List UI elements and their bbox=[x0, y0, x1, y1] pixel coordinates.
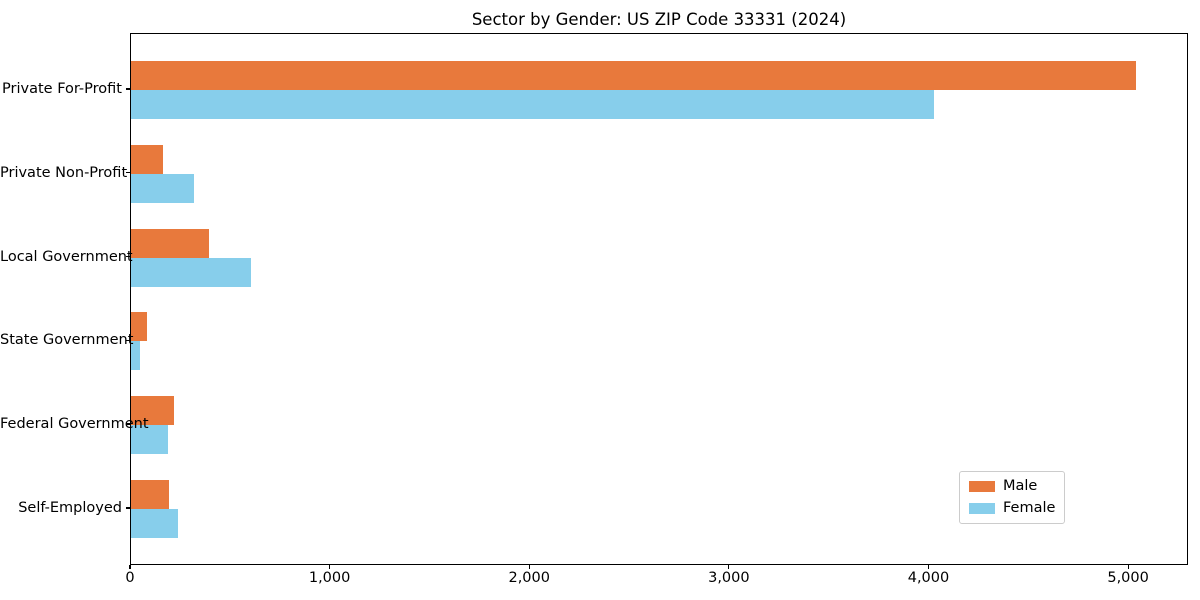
x-tick-label-5-000: 5,000 bbox=[1107, 570, 1149, 586]
legend: Male Female bbox=[959, 471, 1066, 524]
y-tick-label-private-for-profit: Private For-Profit bbox=[2, 81, 122, 97]
bar-male-private-for-profit bbox=[131, 61, 1137, 90]
bar-female-private-non-profit bbox=[131, 173, 194, 203]
legend-swatch-male bbox=[969, 481, 995, 492]
x-tick-mark bbox=[329, 565, 331, 569]
x-tick-label-4-000: 4,000 bbox=[907, 570, 950, 586]
x-tick-mark bbox=[1127, 565, 1129, 569]
y-tick-mark bbox=[126, 88, 130, 90]
y-tick-mark bbox=[126, 423, 130, 425]
legend-item-female: Female bbox=[969, 501, 1055, 516]
x-tick-label-0: 0 bbox=[125, 570, 135, 586]
bar-male-self-employed bbox=[131, 480, 169, 509]
bar-female-self-employed bbox=[131, 509, 178, 538]
y-tick-label-state-government: State Government bbox=[0, 332, 134, 349]
bar-female-private-for-profit bbox=[131, 90, 934, 119]
bar-male-state-government bbox=[131, 312, 147, 342]
x-tick-mark bbox=[528, 565, 530, 569]
legend-label-female: Female bbox=[1003, 500, 1056, 516]
bar-male-local-government bbox=[131, 228, 209, 258]
x-tick-mark bbox=[129, 565, 131, 569]
y-tick-mark bbox=[126, 256, 130, 258]
bar-female-federal-government bbox=[131, 425, 168, 455]
plot-area bbox=[130, 33, 1188, 565]
y-tick-mark bbox=[126, 339, 130, 341]
y-tick-label-private-non-profit: Private Non-Profit bbox=[0, 164, 128, 181]
legend-item-male: Male bbox=[969, 479, 1055, 494]
bar-female-local-government bbox=[131, 257, 251, 287]
y-tick-mark bbox=[126, 172, 130, 174]
legend-label-male: Male bbox=[1003, 478, 1038, 494]
bar-male-federal-government bbox=[131, 396, 174, 426]
x-tick-mark bbox=[728, 565, 730, 569]
x-tick-label-3-000: 3,000 bbox=[708, 570, 750, 586]
legend-swatch-female bbox=[969, 503, 995, 514]
y-tick-label-local-government: Local Government bbox=[0, 248, 133, 265]
x-tick-label-1-000: 1,000 bbox=[308, 570, 351, 586]
chart-title: Sector by Gender: US ZIP Code 33331 (202… bbox=[471, 10, 847, 29]
bar-male-private-non-profit bbox=[131, 144, 163, 174]
y-tick-label-federal-government: Federal Government bbox=[0, 416, 149, 433]
y-tick-mark bbox=[126, 507, 130, 509]
y-tick-label-self-employed: Self-Employed bbox=[18, 500, 122, 516]
x-tick-label-2-000: 2,000 bbox=[508, 570, 550, 586]
x-tick-mark bbox=[927, 565, 930, 569]
bar-female-state-government bbox=[131, 341, 140, 371]
